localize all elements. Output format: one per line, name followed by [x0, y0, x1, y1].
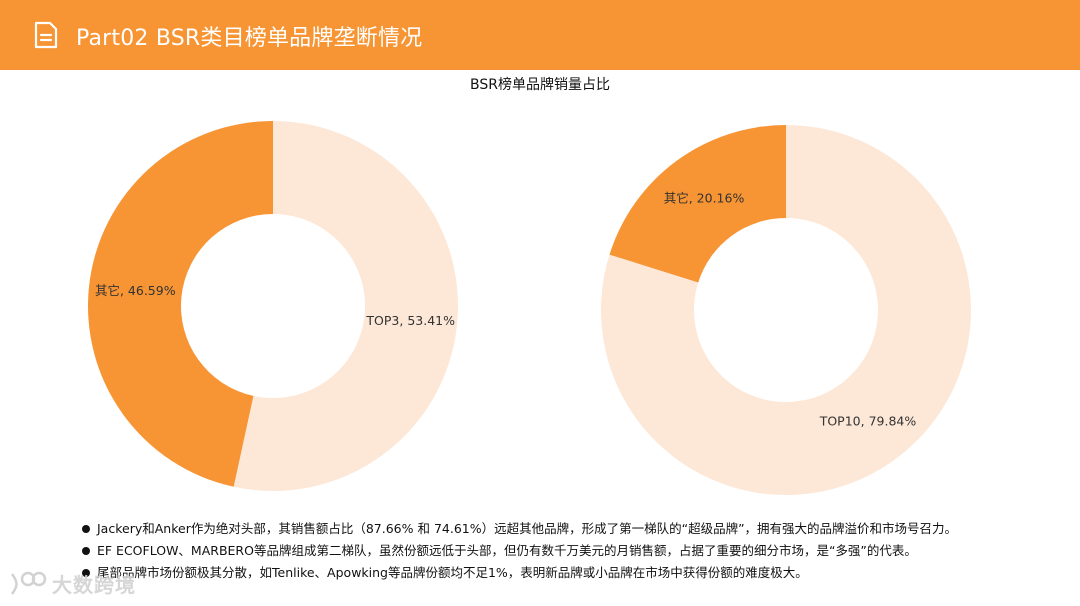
- note-item: Jackery和Anker作为绝对头部，其销售额占比（87.66% 和 74.6…: [82, 518, 1042, 540]
- slice-label-1-1: 其它, 20.16%: [664, 190, 745, 205]
- document-icon: [34, 21, 58, 49]
- note-text: EF ECOFLOW、MARBERO等品牌组成第二梯队，虽然份额远低于头部，但仍…: [97, 543, 917, 558]
- brand-logo-icon: [10, 571, 47, 595]
- page-title: Part02 BSR类目榜单品牌垄断情况: [76, 26, 423, 51]
- bullet-icon: [82, 569, 90, 577]
- note-item: 尾部品牌市场份额极其分散，如Tenlike、Apowking等品牌份额均不足1%…: [82, 562, 1042, 584]
- notes-list: Jackery和Anker作为绝对头部，其销售额占比（87.66% 和 74.6…: [82, 518, 1042, 584]
- bullet-icon: [82, 525, 90, 533]
- watermark: 大数跨境: [8, 568, 136, 598]
- pie-slice-1-1: [609, 125, 786, 283]
- slice-label-1-0: TOP10, 79.84%: [819, 414, 917, 429]
- bullet-icon: [82, 547, 90, 555]
- header-bar: Part02 BSR类目榜单品牌垄断情况: [0, 0, 1080, 70]
- slice-label-0-1: 其它, 46.59%: [95, 283, 176, 298]
- slice-label-0-0: TOP3, 53.41%: [365, 313, 455, 328]
- note-text: Jackery和Anker作为绝对头部，其销售额占比（87.66% 和 74.6…: [97, 521, 958, 536]
- note-item: EF ECOFLOW、MARBERO等品牌组成第二梯队，虽然份额远低于头部，但仍…: [82, 540, 1042, 562]
- pie-slice-0-1: [87, 121, 274, 487]
- pie-slice-1-0: [600, 125, 971, 495]
- chart-title: BSR榜单品牌销量占比: [470, 77, 610, 93]
- watermark-text: 大数跨境: [52, 572, 136, 597]
- note-text: 尾部品牌市场份额极其分散，如Tenlike、Apowking等品牌份额均不足1%…: [97, 565, 808, 580]
- pie-slice-0-0: [233, 121, 458, 491]
